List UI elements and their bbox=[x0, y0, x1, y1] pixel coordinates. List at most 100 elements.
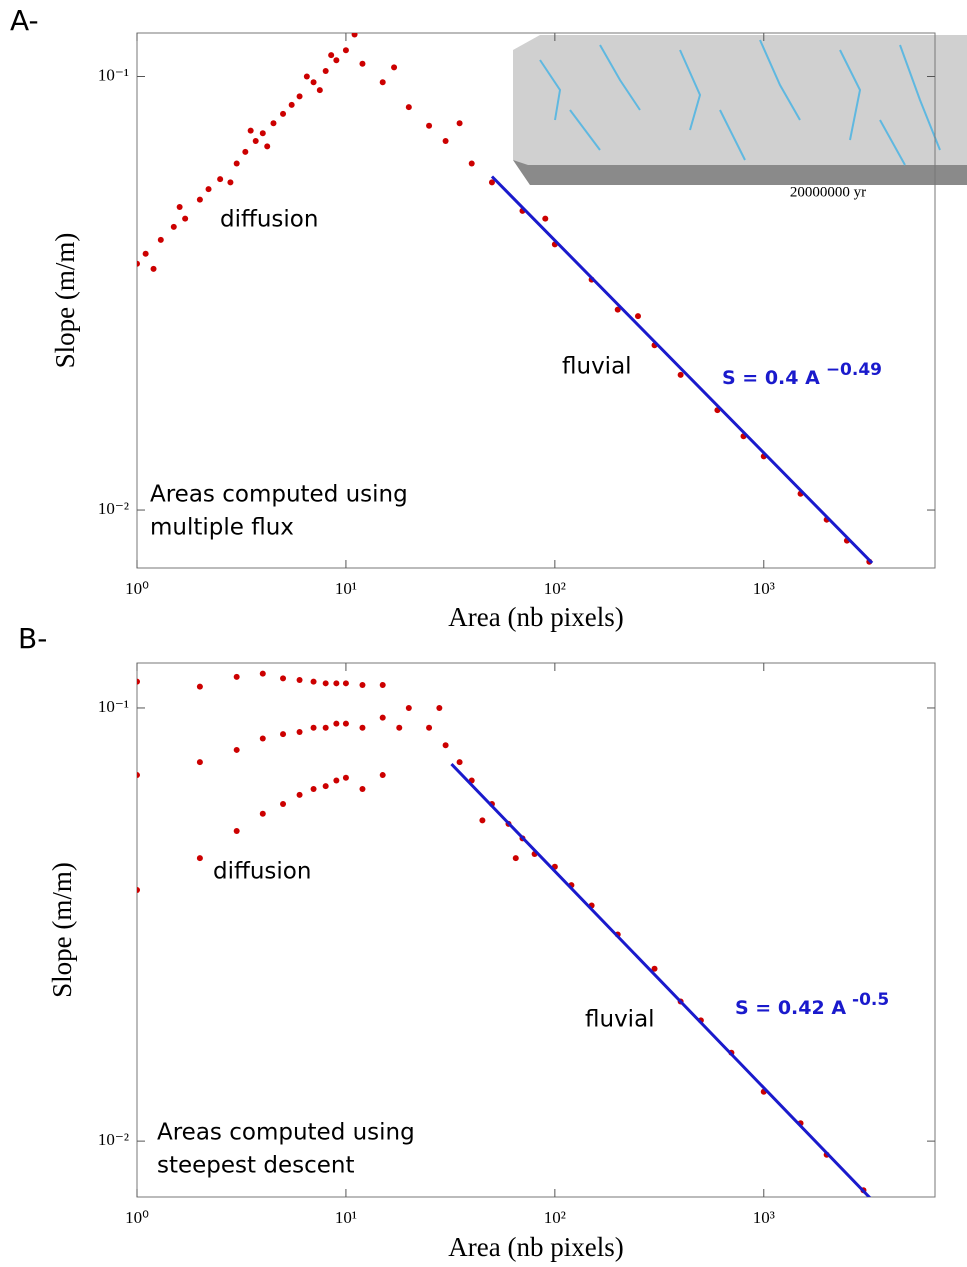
data-point bbox=[310, 678, 317, 685]
data-point bbox=[634, 313, 641, 320]
data-point bbox=[296, 93, 303, 100]
inset-terrain bbox=[513, 35, 967, 185]
data-point bbox=[322, 680, 329, 687]
data-point bbox=[479, 817, 486, 824]
data-point bbox=[157, 236, 164, 243]
data-point bbox=[359, 60, 366, 67]
data-point bbox=[310, 786, 317, 793]
plot-marks bbox=[137, 670, 872, 1197]
panel-label: A- bbox=[10, 4, 39, 37]
data-point bbox=[456, 120, 463, 127]
data-point bbox=[328, 52, 335, 59]
data-point bbox=[259, 670, 266, 677]
data-point bbox=[137, 772, 140, 779]
note: Areas computed using bbox=[157, 1120, 415, 1146]
x-axis-label: Area (nb pixels) bbox=[448, 602, 623, 632]
data-point bbox=[296, 791, 303, 798]
data-point bbox=[436, 704, 443, 711]
data-point bbox=[233, 673, 240, 680]
data-point bbox=[137, 678, 140, 685]
data-point bbox=[296, 677, 303, 684]
data-point bbox=[217, 176, 224, 183]
data-point bbox=[488, 179, 495, 186]
data-point bbox=[396, 724, 403, 731]
data-point bbox=[468, 160, 475, 167]
annotation: fluvial bbox=[562, 354, 632, 380]
data-point bbox=[426, 122, 433, 129]
data-point bbox=[182, 215, 189, 222]
data-point bbox=[391, 64, 398, 71]
x-tick-label: 10² bbox=[544, 1208, 566, 1227]
data-point bbox=[280, 731, 287, 738]
data-point bbox=[442, 137, 449, 144]
fit-exponent: -0.5 bbox=[852, 990, 889, 1010]
y-axis-label: Slope (m/m) bbox=[50, 233, 80, 369]
data-point bbox=[342, 47, 349, 54]
terrain-rivers bbox=[539, 39, 941, 166]
data-point bbox=[280, 675, 287, 682]
x-axis-label: Area (nb pixels) bbox=[448, 1232, 623, 1262]
data-point bbox=[233, 160, 240, 167]
data-point bbox=[259, 735, 266, 742]
data-point bbox=[196, 855, 203, 862]
fit-equation: S = 0.4 A −0.49 bbox=[722, 360, 882, 389]
data-point bbox=[170, 223, 177, 230]
data-point bbox=[359, 786, 366, 793]
fit-line bbox=[490, 175, 874, 564]
y-tick-label: 10⁻² bbox=[98, 499, 129, 518]
fit-line bbox=[450, 763, 872, 1197]
data-point bbox=[242, 148, 249, 155]
data-point bbox=[150, 265, 157, 272]
x-tick-label: 10¹ bbox=[335, 579, 357, 598]
data-point bbox=[233, 827, 240, 834]
data-point bbox=[196, 759, 203, 766]
data-point bbox=[405, 704, 412, 711]
data-point bbox=[247, 127, 254, 134]
data-point bbox=[233, 746, 240, 753]
data-point bbox=[651, 965, 658, 972]
data-point bbox=[333, 720, 340, 727]
data-point bbox=[288, 101, 295, 108]
annotation: diffusion bbox=[213, 859, 311, 885]
data-point bbox=[280, 801, 287, 808]
note: Areas computed using bbox=[150, 482, 408, 508]
data-point bbox=[379, 79, 386, 86]
y-tick-label: 10⁻¹ bbox=[98, 697, 129, 716]
data-point bbox=[359, 724, 366, 731]
x-tick-label: 10³ bbox=[753, 579, 775, 598]
data-point bbox=[442, 742, 449, 749]
x-tick-label: 10⁰ bbox=[125, 1208, 149, 1227]
data-point bbox=[405, 104, 412, 111]
data-point bbox=[322, 783, 329, 790]
x-tick-label: 10³ bbox=[753, 1208, 775, 1227]
fit-equation: S = 0.42 A -0.5 bbox=[735, 990, 889, 1019]
plot-marks bbox=[137, 33, 874, 565]
y-tick-label: 10⁻² bbox=[98, 1130, 129, 1149]
x-tick-label: 10¹ bbox=[335, 1208, 357, 1227]
data-point bbox=[379, 772, 386, 779]
data-point bbox=[310, 724, 317, 731]
data-point bbox=[280, 110, 287, 117]
y-tick-label: 10⁻¹ bbox=[98, 65, 129, 84]
data-point bbox=[205, 186, 212, 193]
data-point bbox=[322, 67, 329, 74]
plot-frame bbox=[136, 32, 936, 569]
data-point bbox=[137, 886, 140, 893]
data-point bbox=[426, 724, 433, 731]
plot-frame bbox=[136, 662, 936, 1198]
data-point bbox=[303, 73, 310, 80]
data-point bbox=[379, 714, 386, 721]
data-point bbox=[512, 855, 519, 862]
fit-label: S = 0.4 A bbox=[722, 367, 820, 389]
inset-caption: 20000000 yr bbox=[790, 184, 866, 200]
panel-label: B- bbox=[18, 622, 47, 655]
annotation: fluvial bbox=[585, 1007, 655, 1033]
data-point bbox=[351, 33, 358, 38]
y-axis-label: Slope (m/m) bbox=[47, 862, 77, 998]
data-point bbox=[264, 143, 271, 150]
data-point bbox=[359, 681, 366, 688]
terrain-surface bbox=[513, 35, 967, 185]
data-point bbox=[456, 759, 463, 766]
data-point bbox=[342, 720, 349, 727]
